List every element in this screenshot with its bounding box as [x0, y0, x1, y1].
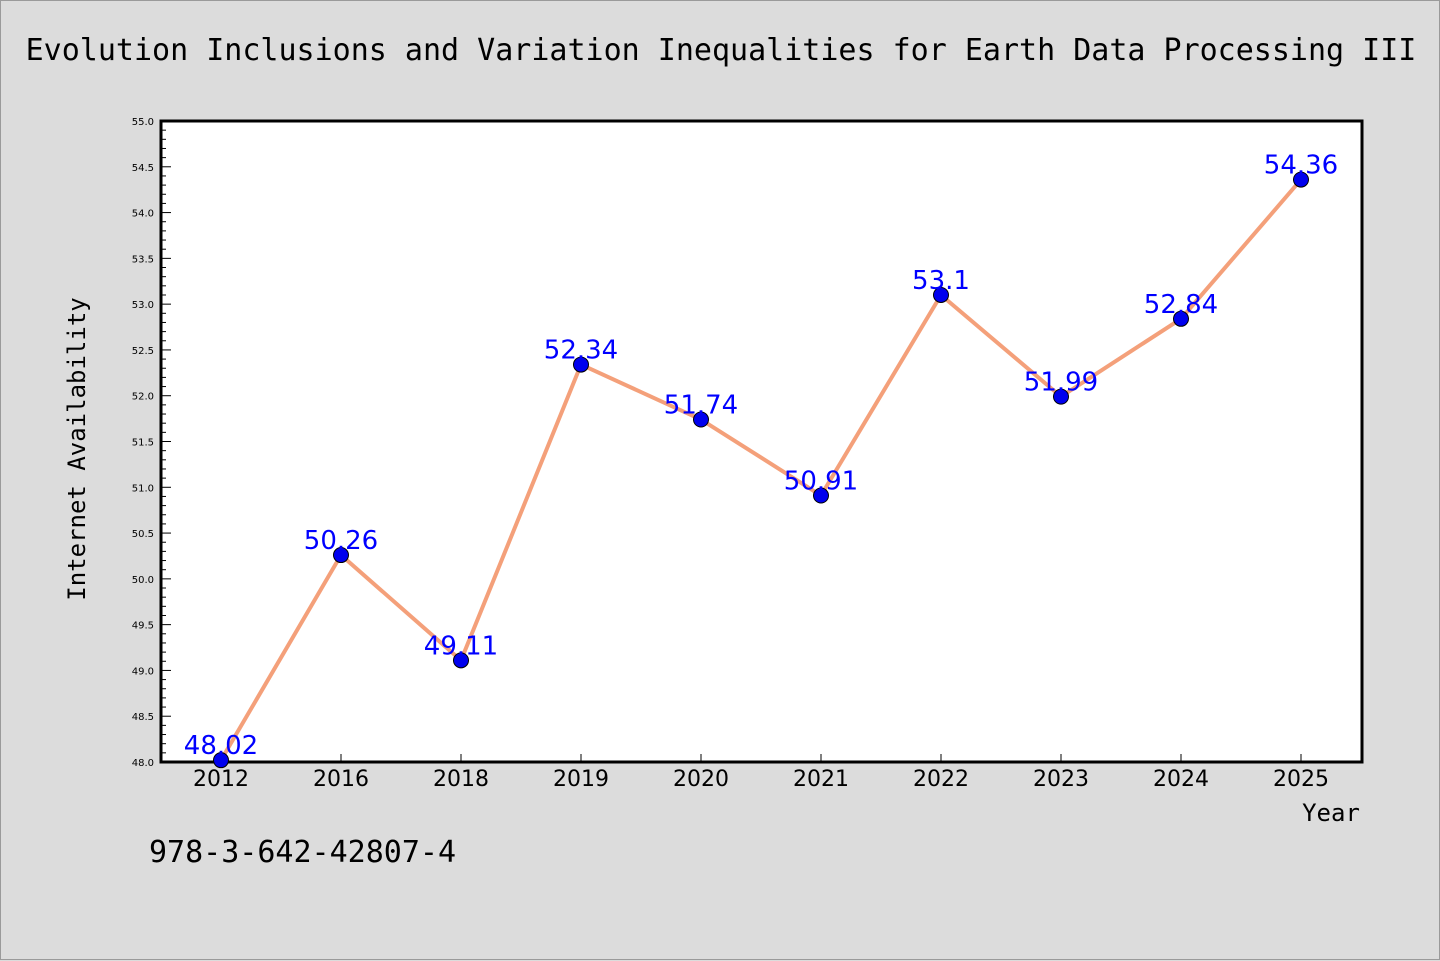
data-point: [693, 411, 709, 428]
y-tick-label: 54.0: [132, 209, 154, 220]
data-label: 54.36: [1264, 151, 1338, 181]
y-tick-label: 49.5: [132, 621, 154, 632]
y-tick-label: 48.0: [132, 758, 154, 769]
data-label: 48.02: [184, 731, 258, 761]
y-tick-label: 48.5: [132, 712, 154, 723]
data-label: 50.91: [784, 467, 858, 497]
x-tick-label: 2016: [313, 767, 369, 792]
data-label: 49.11: [424, 631, 498, 661]
x-tick-label: 2012: [193, 767, 249, 792]
y-tick-label: 50.0: [132, 575, 154, 586]
x-tick-label: 2025: [1273, 767, 1329, 792]
chart-title: Evolution Inclusions and Variation Inequ…: [25, 33, 1417, 68]
y-tick-label: 54.5: [132, 163, 154, 174]
isbn-label: 978-3-642-42807-4: [149, 835, 457, 870]
x-tick-label: 2024: [1153, 767, 1209, 792]
y-tick-label: 51.0: [132, 483, 154, 494]
data-point: [453, 652, 469, 669]
x-tick-label: 2019: [553, 767, 609, 792]
x-tick-label: 2018: [433, 767, 489, 792]
y-tick-label: 53.0: [132, 300, 154, 311]
data-point: [573, 356, 589, 373]
y-tick-label: 50.5: [132, 529, 154, 540]
y-tick-label: 51.5: [132, 438, 154, 449]
y-tick-label: 52.5: [132, 346, 154, 357]
data-point: [1053, 388, 1069, 405]
data-point: [213, 752, 229, 769]
data-label: 52.34: [544, 336, 618, 366]
x-tick-label: 2021: [793, 767, 849, 792]
data-point: [1173, 310, 1189, 327]
data-label: 53.1: [912, 266, 970, 296]
x-axis-label: Year: [1302, 799, 1360, 827]
x-tick-label: 2020: [673, 767, 729, 792]
data-label: 50.26: [304, 526, 378, 556]
x-tick-label: 2023: [1033, 767, 1089, 792]
data-label: 51.74: [664, 391, 738, 421]
y-tick-label: 49.0: [132, 666, 154, 677]
y-tick-label: 52.0: [132, 392, 154, 403]
series-line: [219, 178, 1303, 762]
data-point: [813, 487, 829, 504]
x-tick-label: 2022: [913, 767, 969, 792]
data-point: [333, 547, 349, 564]
data-point: [1293, 171, 1309, 188]
y-tick-label: 53.5: [132, 254, 154, 265]
y-axis-label: Internet Availability: [63, 297, 91, 600]
plot-area: [159, 119, 1364, 764]
data-label: 52.84: [1144, 290, 1218, 320]
data-label: 51.99: [1024, 368, 1098, 398]
y-tick-label: 55.0: [132, 117, 154, 128]
data-point: [933, 286, 949, 303]
